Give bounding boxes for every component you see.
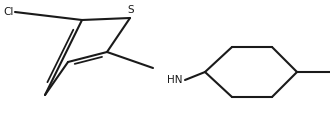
Text: Cl: Cl	[4, 7, 14, 17]
Text: HN: HN	[167, 75, 183, 85]
Text: S: S	[128, 5, 134, 15]
